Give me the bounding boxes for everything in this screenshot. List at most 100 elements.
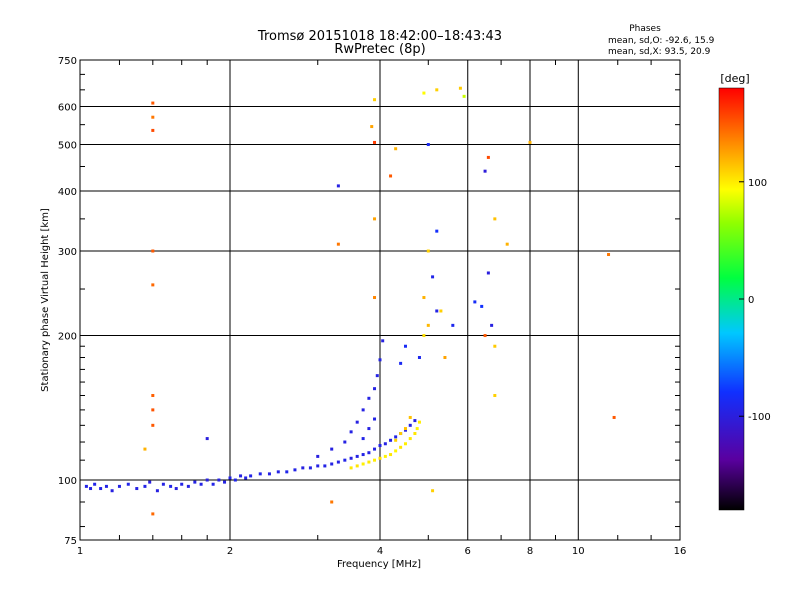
x-mode-point [399, 432, 403, 436]
o-mode-point [249, 474, 253, 478]
x-mode-point [422, 91, 426, 95]
x-mode-point [493, 217, 497, 221]
y-tick-label: 400 [58, 187, 77, 198]
phase-stats-title: Phases [629, 24, 661, 34]
x-mode-point [389, 174, 393, 178]
o-mode-point [233, 478, 237, 482]
o-mode-point [355, 420, 359, 424]
chart-title-line2: RwPretec (8p) [334, 42, 425, 57]
o-mode-point [381, 339, 385, 343]
x-mode-point [394, 438, 398, 442]
o-mode-point [336, 184, 340, 188]
o-mode-point [389, 438, 393, 442]
x-tick-label: 16 [674, 546, 687, 557]
o-mode-point [403, 428, 407, 432]
x-mode-point [373, 458, 377, 462]
colorbar-tick-label: -100 [748, 412, 771, 423]
o-mode-point [343, 440, 347, 444]
o-mode-point [451, 323, 455, 327]
o-mode-point [483, 169, 487, 173]
o-mode-point [217, 478, 221, 482]
o-mode-point [308, 466, 312, 470]
o-mode-point [435, 229, 439, 233]
o-mode-point [193, 480, 197, 484]
x-mode-point [330, 500, 334, 504]
x-mode-point [389, 453, 393, 457]
x-mode-point [367, 460, 371, 464]
minor-ticks [80, 60, 680, 540]
x-mode-point [612, 415, 616, 419]
o-mode-point [293, 468, 297, 472]
x-tick-label: 6 [465, 546, 471, 557]
o-mode-point [316, 454, 320, 458]
o-mode-point [394, 435, 398, 439]
o-mode-point [267, 472, 271, 476]
o-mode-point [228, 476, 232, 480]
x-mode-point [415, 427, 419, 431]
o-mode-point [89, 487, 93, 491]
o-mode-point [199, 482, 203, 486]
x-mode-point [355, 464, 359, 468]
o-mode-point [361, 453, 365, 457]
x-mode-point [349, 466, 353, 470]
o-mode-point [383, 442, 387, 446]
x-tick-labels: 1 2 4 6 8 10 16 [77, 546, 687, 557]
x-mode-point [383, 454, 387, 458]
x-tick-label: 1 [77, 546, 83, 557]
grid-lines [80, 60, 680, 540]
x-tick-label: 4 [377, 546, 383, 557]
x-mode-point [528, 140, 532, 144]
o-mode-point [316, 464, 320, 468]
x-mode-point [422, 296, 426, 300]
y-tick-label: 500 [58, 141, 77, 152]
o-mode-point [373, 417, 377, 421]
phase-stats-o: mean, sd,O: -92.6, 15.9 [608, 36, 715, 46]
o-mode-point [367, 427, 371, 431]
x-mode-point [336, 242, 340, 246]
o-mode-point [174, 487, 178, 491]
colorbar-tick-label: 100 [748, 178, 767, 189]
o-mode-point [161, 482, 165, 486]
y-axis-label: Stationary phase Virtual Height [km] [40, 208, 51, 392]
o-mode-point [378, 358, 382, 362]
x-mode-point [417, 420, 421, 424]
o-mode-point [223, 480, 227, 484]
x-mode-point [486, 155, 490, 159]
y-tick-label: 100 [58, 476, 77, 487]
o-mode-point [126, 482, 130, 486]
o-mode-point [343, 458, 347, 462]
o-mode-point [84, 484, 88, 488]
o-mode-point [104, 484, 108, 488]
o-mode-point [426, 143, 430, 147]
o-mode-point [93, 482, 97, 486]
x-mode-point [426, 249, 430, 253]
o-mode-point [135, 487, 139, 491]
x-mode-point [373, 98, 377, 102]
x-mode-point [143, 447, 147, 451]
o-mode-point [110, 489, 114, 493]
x-tick-label: 10 [572, 546, 585, 557]
chart-title-line1: Tromsø 20151018 18:42:00–18:43:43 [257, 29, 502, 44]
o-mode-point [480, 304, 484, 308]
o-mode-point [486, 271, 490, 275]
x-mode-point [439, 309, 443, 313]
o-mode-point [205, 478, 209, 482]
x-mode-point [151, 249, 155, 253]
x-mode-point [493, 394, 497, 398]
o-mode-point [355, 454, 359, 458]
o-mode-point [155, 489, 159, 493]
x-mode-point [373, 296, 377, 300]
y-tick-labels: 75 100 200 300 400 500 600 750 [58, 56, 77, 547]
colorbar-ticks: 100 0 -100 [739, 178, 771, 423]
y-tick-label: 750 [58, 56, 77, 67]
o-mode-point [186, 484, 190, 488]
x-mode-point [505, 242, 509, 246]
x-mode-point [151, 115, 155, 119]
o-mode-point [143, 484, 147, 488]
x-tick-label: 2 [227, 546, 233, 557]
o-mode-point [373, 387, 377, 391]
o-mode-point [378, 444, 382, 448]
x-mode-point [378, 456, 382, 460]
o-mode-point [349, 430, 353, 434]
